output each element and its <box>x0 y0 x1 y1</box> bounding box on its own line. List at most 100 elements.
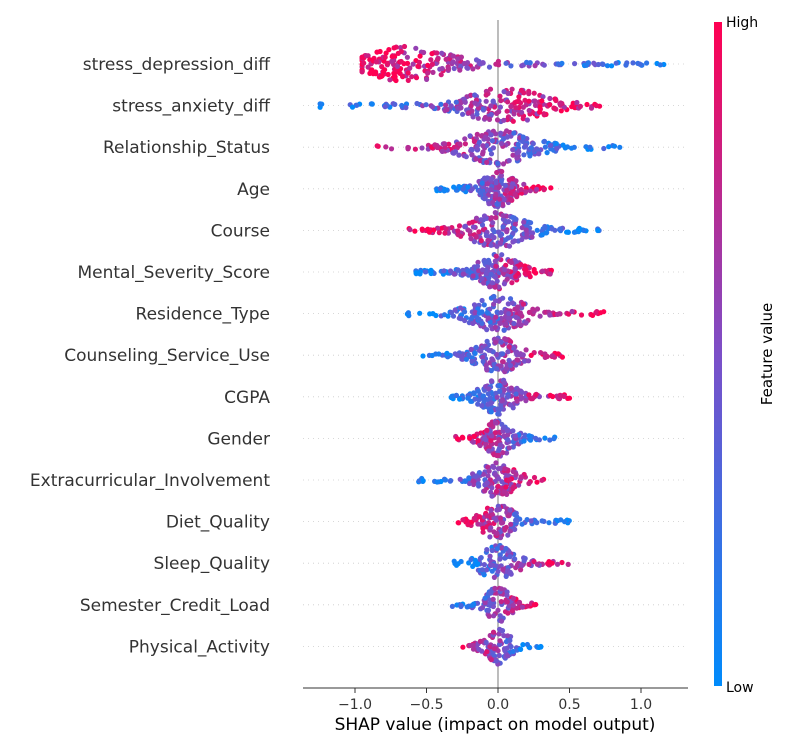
shap-point <box>485 237 491 244</box>
shap-point <box>526 107 532 114</box>
shap-point <box>507 296 514 302</box>
shap-point <box>502 648 508 654</box>
shap-point <box>505 301 511 307</box>
shap-point <box>504 450 510 456</box>
shap-point <box>557 226 563 232</box>
shap-point <box>489 176 495 182</box>
shap-point <box>532 102 539 108</box>
shap-point <box>539 518 545 524</box>
shap-point <box>423 102 429 108</box>
shap-point <box>438 72 444 78</box>
shap-point <box>520 116 526 122</box>
shap-point <box>485 401 491 407</box>
shap-point <box>484 480 490 486</box>
shap-point <box>505 99 511 105</box>
shap-point <box>443 102 449 108</box>
shap-point <box>398 58 404 65</box>
shap-point <box>521 90 527 96</box>
row-guides <box>303 63 688 647</box>
shap-point <box>501 489 508 495</box>
shap-point <box>450 150 456 156</box>
shap-point <box>572 61 578 67</box>
shap-point <box>494 507 500 513</box>
shap-point <box>470 320 476 326</box>
shap-point <box>488 525 494 531</box>
shap-point <box>503 262 509 268</box>
shap-point <box>483 567 490 573</box>
shap-point <box>534 306 541 312</box>
shap-point <box>523 189 529 195</box>
shap-point <box>436 230 442 236</box>
shap-point <box>412 228 418 234</box>
shap-point <box>488 421 494 427</box>
shap-point <box>544 353 550 360</box>
shap-point <box>509 214 516 220</box>
shap-point <box>534 520 540 526</box>
shap-point <box>470 273 476 279</box>
shap-point <box>511 320 517 327</box>
shap-point <box>404 54 410 60</box>
shap-point <box>482 488 488 494</box>
shap-point <box>510 345 516 351</box>
shap-point <box>518 261 524 268</box>
shap-point <box>505 437 511 443</box>
shap-point <box>508 521 514 527</box>
shap-point <box>474 263 481 269</box>
shap-point <box>398 48 404 55</box>
shap-point <box>489 568 495 574</box>
shap-point <box>657 62 663 68</box>
shap-point <box>431 227 437 233</box>
shap-point <box>514 155 520 161</box>
shap-point <box>504 108 510 114</box>
shap-point <box>397 45 404 51</box>
shap-point <box>505 532 511 538</box>
shap-point <box>484 366 490 372</box>
shap-point <box>550 393 556 400</box>
shap-point <box>443 56 449 62</box>
shap-point <box>547 271 553 277</box>
shap-point <box>511 511 518 517</box>
shap-point <box>488 271 494 277</box>
shap-point <box>507 528 513 534</box>
shap-point <box>559 559 565 566</box>
feature-label: Physical_Activity <box>129 637 270 657</box>
shap-point <box>470 66 476 72</box>
shap-point <box>532 98 538 104</box>
shap-point <box>497 320 503 326</box>
x-ticks: −1.0 −0.5 0.0 0.5 1.0 <box>338 688 652 713</box>
shap-point <box>505 272 511 278</box>
shap-point <box>359 54 365 61</box>
shap-point <box>523 102 529 108</box>
shap-point <box>444 350 450 356</box>
shap-point <box>481 280 487 286</box>
shap-point <box>507 637 513 644</box>
shap-point <box>491 613 497 619</box>
shap-point <box>510 405 516 411</box>
shap-point <box>465 268 471 274</box>
shap-point <box>517 310 524 316</box>
shap-point <box>527 60 533 66</box>
shap-point <box>513 258 519 264</box>
shap-point <box>484 310 490 316</box>
x-tick-label: 1.0 <box>630 697 652 713</box>
shap-point <box>518 322 524 328</box>
shap-point <box>487 553 493 559</box>
shap-point <box>475 481 481 487</box>
shap-point <box>413 270 419 276</box>
shap-point <box>495 229 502 235</box>
shap-point <box>500 359 506 365</box>
shap-point <box>601 145 607 152</box>
shap-point <box>503 321 509 327</box>
shap-point <box>549 226 555 232</box>
shap-point <box>486 468 492 474</box>
shap-point <box>504 428 511 434</box>
shap-point <box>471 515 477 521</box>
shap-point <box>391 70 397 76</box>
shap-point <box>485 315 491 321</box>
shap-point <box>460 435 466 441</box>
shap-point <box>500 566 506 573</box>
shap-point <box>457 396 463 402</box>
shap-point <box>460 111 466 117</box>
shap-point <box>514 562 521 568</box>
